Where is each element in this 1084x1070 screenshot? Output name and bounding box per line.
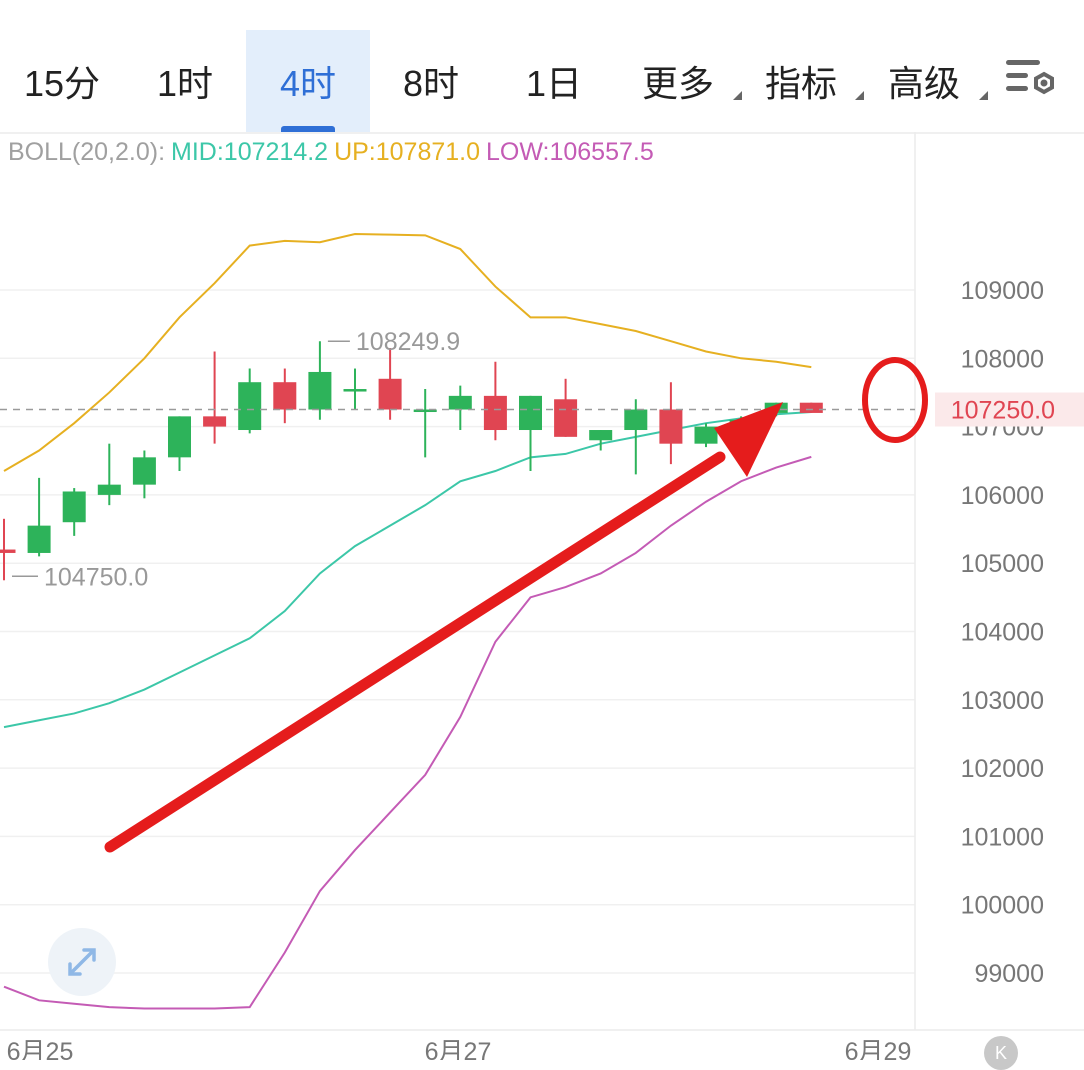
tab-label: 更多 [641, 63, 714, 104]
candle-up [694, 426, 718, 444]
high-price-label: 108249.9 [356, 328, 460, 356]
candle-up [27, 525, 51, 553]
tab-4时[interactable]: 4时 [246, 30, 370, 132]
low-price-label: 104750.0 [44, 563, 148, 591]
candle-down [659, 409, 683, 444]
candle-up [97, 484, 121, 495]
y-tick-label: 105000 [961, 550, 1044, 578]
tab-更多[interactable]: 更多 [616, 30, 742, 132]
boll-low-value: LOW:106557.5 [486, 138, 654, 166]
y-tick-label: 108000 [961, 345, 1044, 373]
current-price-badge [935, 392, 1084, 427]
y-tick-label: 103000 [961, 687, 1044, 715]
dropdown-caret-icon [733, 91, 742, 100]
y-tick-label: 102000 [961, 755, 1044, 783]
active-tab-indicator [281, 126, 335, 132]
x-date-label: 6月25 [7, 1038, 74, 1060]
candle-down [0, 549, 16, 553]
boll-up-value: UP:107871.0 [334, 138, 481, 166]
tab-15分[interactable]: 15分 [0, 30, 124, 132]
candle-down [483, 395, 507, 431]
candle-up [519, 395, 542, 431]
candle-up [589, 430, 613, 441]
boll-mid-value: MID:107214.2 [171, 138, 329, 166]
fullscreen-button[interactable] [48, 928, 116, 996]
candle-down [799, 402, 823, 413]
tab-label: 1日 [525, 63, 583, 104]
candle-down [273, 382, 297, 410]
candle-up [448, 395, 472, 410]
tab-label: 指标 [764, 63, 837, 104]
period-toolbar: 15分 1时 4时 8时 1日 更多 指标 高级 [0, 0, 1084, 132]
tab-label: 4时 [279, 63, 337, 104]
chart-settings-button[interactable] [1004, 58, 1060, 106]
kline-icon: K [994, 1043, 1007, 1063]
tab-高级[interactable]: 高级 [862, 30, 988, 132]
chart-settings-icon [1006, 60, 1054, 95]
candle-down [378, 378, 402, 410]
tab-label: 1时 [156, 63, 214, 104]
tab-label: 15分 [23, 63, 101, 104]
tab-label: 8时 [402, 63, 460, 104]
price-highlight-circle [862, 357, 928, 443]
candle-up [343, 389, 367, 392]
boll-lower-line [3, 455, 812, 1010]
x-date-label: 6月29 [845, 1038, 912, 1060]
dropdown-caret-icon [979, 91, 988, 100]
tab-1日[interactable]: 1日 [492, 30, 616, 132]
y-tick-label: 101000 [961, 823, 1044, 851]
kline-mode-button[interactable]: K [984, 1036, 1018, 1070]
tab-8时[interactable]: 8时 [370, 30, 492, 132]
candle-up [168, 416, 191, 458]
tab-label: 高级 [887, 63, 960, 104]
y-tick-label: 106000 [961, 482, 1044, 510]
boll-upper-line [3, 232, 812, 472]
price-chart[interactable]: 1090001080001070001060001050001040001030… [0, 132, 1084, 1060]
candle-up [62, 491, 86, 523]
candle-down [554, 399, 578, 437]
x-date-label: 6月27 [425, 1038, 492, 1060]
candle-up [308, 371, 332, 410]
dropdown-caret-icon [855, 91, 864, 100]
trend-arrow-head [714, 402, 783, 477]
y-tick-label: 99000 [974, 960, 1044, 988]
candle-up [624, 409, 648, 431]
boll-label: BOLL(20,2.0): [8, 138, 166, 166]
y-tick-label: 100000 [961, 892, 1044, 920]
candle-down [203, 416, 227, 427]
candle-up [132, 457, 156, 485]
y-tick-label: 104000 [961, 619, 1044, 647]
trend-arrow-shaft [104, 451, 726, 853]
y-tick-label: 109000 [961, 277, 1044, 305]
tab-指标[interactable]: 指标 [740, 30, 864, 132]
boll-legend: BOLL(20,2.0): MID:107214.2 UP:107871.0 LOW:… [8, 138, 660, 167]
tab-1时[interactable]: 1时 [124, 30, 246, 132]
candle-up [238, 382, 262, 431]
candle-up [413, 409, 437, 413]
expand-icon [68, 948, 96, 976]
current-price-label: 107250.0 [951, 397, 1055, 425]
